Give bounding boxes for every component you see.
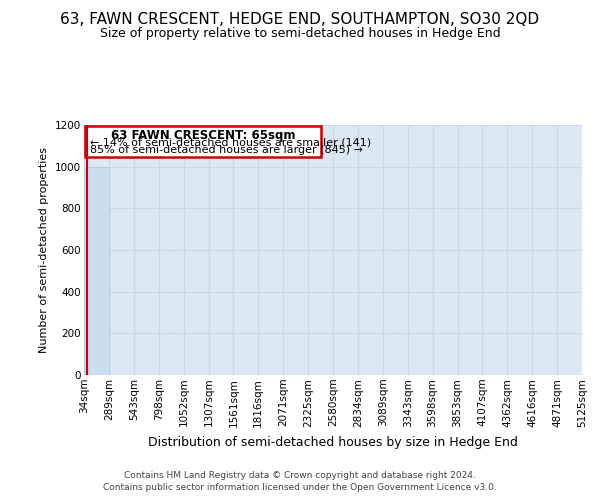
Text: 85% of semi-detached houses are larger (845) →: 85% of semi-detached houses are larger (… [90, 145, 363, 155]
Text: Size of property relative to semi-detached houses in Hedge End: Size of property relative to semi-detach… [100, 28, 500, 40]
Text: 63 FAWN CRESCENT: 65sqm: 63 FAWN CRESCENT: 65sqm [110, 129, 295, 142]
Y-axis label: Number of semi-detached properties: Number of semi-detached properties [40, 147, 49, 353]
Text: ← 14% of semi-detached houses are smaller (141): ← 14% of semi-detached houses are smalle… [90, 138, 371, 147]
Text: Distribution of semi-detached houses by size in Hedge End: Distribution of semi-detached houses by … [148, 436, 518, 449]
Text: Contains HM Land Registry data © Crown copyright and database right 2024.
Contai: Contains HM Land Registry data © Crown c… [103, 471, 497, 492]
FancyBboxPatch shape [85, 126, 320, 156]
Text: 63, FAWN CRESCENT, HEDGE END, SOUTHAMPTON, SO30 2QD: 63, FAWN CRESCENT, HEDGE END, SOUTHAMPTO… [61, 12, 539, 28]
Bar [84, 166, 109, 375]
